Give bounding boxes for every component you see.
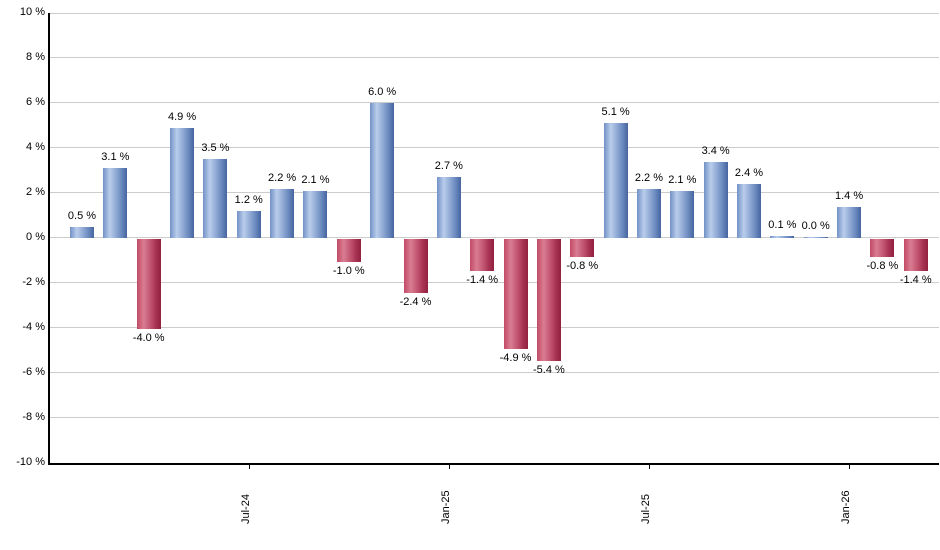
y-axis-tick-label: 4 % bbox=[26, 141, 45, 153]
bar-14 bbox=[536, 239, 561, 361]
gridline-10pct bbox=[50, 13, 939, 14]
bar-value-label: 2.7 % bbox=[434, 160, 463, 173]
gridline-4pct bbox=[50, 147, 939, 148]
bar-value-label: 2.2 % bbox=[268, 171, 297, 184]
bar-6 bbox=[270, 188, 295, 238]
bar-value-label: 2.4 % bbox=[734, 167, 764, 179]
bar-value-label: 0.5 % bbox=[67, 209, 97, 222]
x-axis-tick bbox=[849, 463, 851, 469]
gridline-6pct bbox=[50, 102, 939, 103]
bar-value-label: -4.9 % bbox=[499, 352, 532, 365]
bar-value-label: -1.4 % bbox=[899, 273, 932, 286]
x-axis-tick bbox=[448, 463, 450, 469]
bar-value-label: 6.0 % bbox=[368, 86, 397, 98]
bar-3 bbox=[170, 127, 195, 238]
y-axis-tick-label: 8 % bbox=[26, 51, 45, 63]
gridline-8pct bbox=[50, 57, 939, 58]
bar-18 bbox=[670, 190, 695, 238]
bar-15 bbox=[570, 239, 595, 257]
y-axis-tick-label: -10 % bbox=[16, 456, 45, 468]
bar-value-label: 4.9 % bbox=[167, 110, 197, 123]
bar-21 bbox=[770, 235, 795, 238]
bar-value-label: 3.1 % bbox=[101, 151, 130, 164]
bar-7 bbox=[303, 190, 328, 238]
bar-2 bbox=[136, 239, 161, 329]
bar-value-label: 2.1 % bbox=[301, 173, 330, 186]
plot-area: 0.5 % 3.1 % -4.0 % 4.9 % 3.5 % 1.2 % 2.2 % 2.1 … bbox=[48, 13, 939, 469]
bar-value-label: -4.0 % bbox=[132, 332, 165, 344]
gridline--8pct bbox=[50, 417, 939, 418]
bar-value-label: 3.4 % bbox=[701, 144, 730, 157]
bar-22 bbox=[803, 237, 828, 238]
bar-1 bbox=[103, 168, 128, 238]
y-axis-tick-label: 6 % bbox=[26, 96, 45, 108]
y-axis-tick-label: 10 % bbox=[19, 6, 45, 18]
x-axis-tick-label: Jul-25 bbox=[639, 494, 652, 524]
y-axis-tick-label: -4 % bbox=[22, 321, 45, 333]
gridline-2pct bbox=[50, 192, 939, 193]
bar-24 bbox=[870, 239, 895, 257]
bar-value-label: -1.0 % bbox=[332, 264, 365, 277]
bar-value-label: 5.1 % bbox=[601, 106, 630, 119]
gridline--6pct bbox=[50, 372, 939, 373]
bar-20 bbox=[737, 184, 761, 238]
bar-value-label: 2.2 % bbox=[634, 171, 663, 184]
bar-9 bbox=[370, 103, 395, 238]
gridline-0pct bbox=[50, 237, 939, 238]
bar-value-label: -0.8 % bbox=[866, 260, 899, 272]
bar-17 bbox=[636, 188, 661, 238]
y-axis-tick-label: -6 % bbox=[22, 366, 45, 378]
x-axis-tick-label: Jan-25 bbox=[439, 490, 452, 524]
bar-12 bbox=[470, 239, 495, 271]
bar-19 bbox=[703, 161, 728, 238]
bar-value-label: 0.1 % bbox=[768, 218, 797, 231]
x-axis-tick bbox=[248, 463, 250, 469]
bar-value-label: -1.4 % bbox=[466, 273, 499, 286]
bar-8 bbox=[336, 239, 361, 262]
bar-11 bbox=[436, 177, 461, 238]
bar-value-label: 3.5 % bbox=[201, 142, 230, 155]
bar-5 bbox=[236, 211, 261, 238]
x-axis-tick bbox=[648, 463, 650, 469]
bar-16 bbox=[603, 123, 628, 238]
bar-value-label: -5.4 % bbox=[532, 363, 565, 376]
bar-value-label: -2.4 % bbox=[399, 296, 432, 308]
bar-4 bbox=[203, 159, 228, 238]
bar-0 bbox=[70, 226, 94, 238]
y-axis-tick-label: -2 % bbox=[22, 276, 45, 288]
bar-value-label: 0.0 % bbox=[801, 220, 830, 232]
bar-value-label: 1.2 % bbox=[234, 194, 263, 206]
bar-10 bbox=[403, 239, 428, 293]
bar-25 bbox=[903, 239, 928, 271]
bar-value-label: 2.1 % bbox=[668, 173, 697, 186]
y-axis-tick-label: 0 % bbox=[26, 231, 45, 243]
gridline--2pct bbox=[50, 282, 939, 283]
bar-value-label: -0.8 % bbox=[566, 260, 599, 272]
gridline--4pct bbox=[50, 327, 939, 328]
x-axis-tick-label: Jul-24 bbox=[239, 494, 252, 524]
bar-13 bbox=[503, 239, 528, 350]
bar-23 bbox=[837, 206, 862, 238]
x-axis-tick-label: Jan-26 bbox=[840, 490, 853, 524]
bar-value-label: 1.4 % bbox=[834, 189, 864, 202]
y-axis-tick-label: 2 % bbox=[26, 186, 45, 198]
y-axis-tick-label: -8 % bbox=[22, 411, 45, 423]
